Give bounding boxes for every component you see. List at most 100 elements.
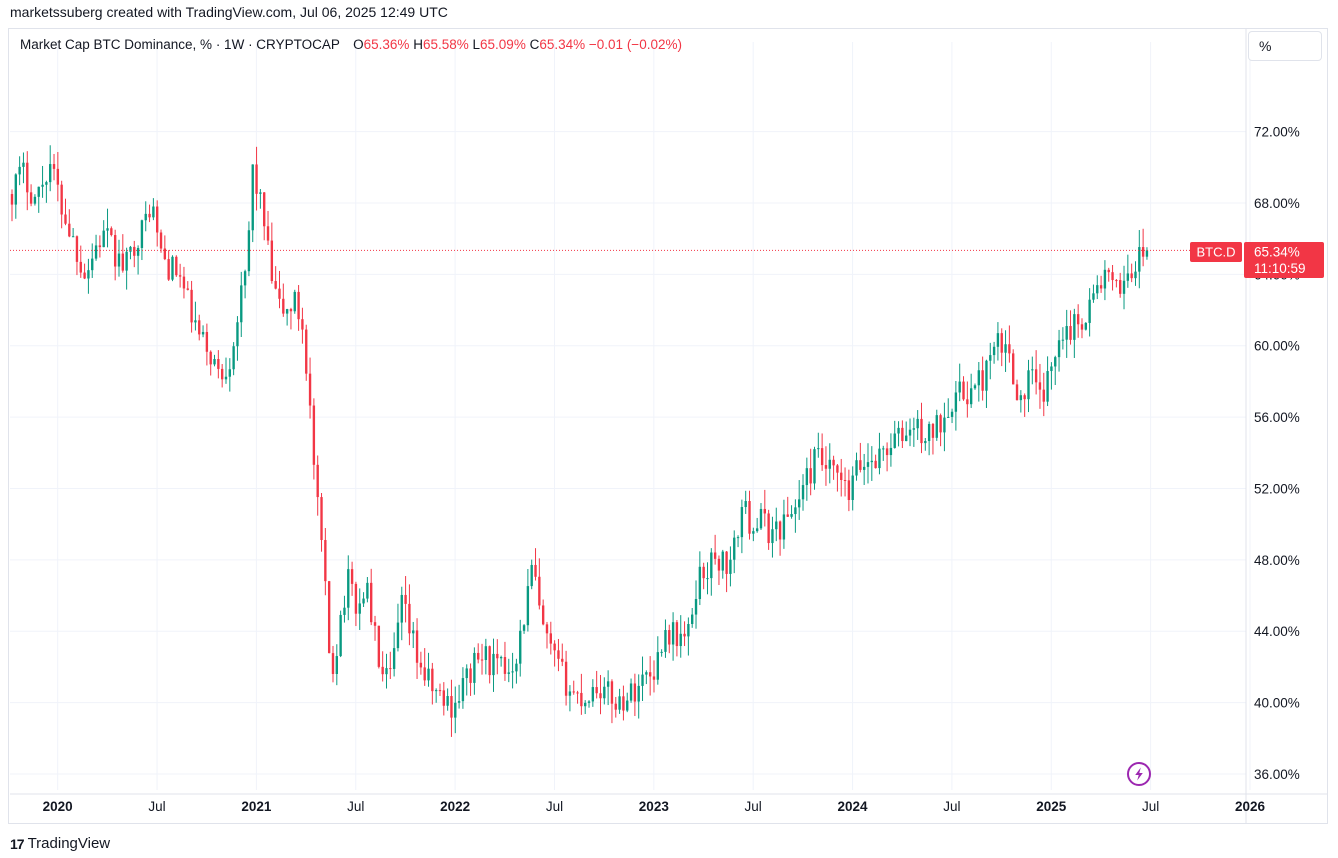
- candle-body: [931, 423, 935, 438]
- candle: [954, 380, 958, 431]
- candle-body: [335, 656, 338, 674]
- candle: [156, 200, 159, 247]
- candle: [385, 653, 388, 689]
- y-tick-label: 72.00%: [1254, 125, 1300, 140]
- candle-body: [820, 448, 824, 466]
- candle-body: [148, 213, 151, 218]
- candle-body: [691, 614, 694, 624]
- candle: [710, 548, 713, 596]
- candle-body: [618, 696, 621, 710]
- candle-body: [400, 594, 403, 623]
- candle: [989, 342, 992, 380]
- candle: [1092, 284, 1095, 303]
- candle: [305, 324, 308, 381]
- candle: [1130, 263, 1133, 283]
- candle: [775, 507, 778, 542]
- tradingview-logo[interactable]: 17 TradingView: [10, 835, 110, 852]
- y-tick-label: 40.00%: [1254, 696, 1300, 711]
- candle: [52, 153, 56, 181]
- candle-body: [213, 359, 216, 365]
- candle: [1073, 308, 1076, 358]
- candle-body: [721, 551, 724, 571]
- candle-body: [614, 703, 617, 710]
- candle: [205, 323, 209, 366]
- candle-body: [159, 232, 163, 249]
- candle-body: [26, 162, 29, 193]
- candle: [599, 674, 602, 715]
- candle-body: [308, 373, 312, 406]
- candle-body: [901, 427, 904, 442]
- candle-body: [1130, 273, 1133, 279]
- candle: [744, 490, 747, 514]
- candle: [675, 619, 679, 657]
- candle-body: [782, 514, 786, 540]
- candle-body: [1023, 395, 1026, 400]
- candle: [362, 592, 365, 608]
- candle-body: [167, 259, 170, 280]
- candle-body: [182, 276, 186, 289]
- candle: [584, 700, 587, 715]
- candle: [213, 354, 216, 367]
- candle: [1046, 356, 1049, 407]
- candle-body: [205, 331, 209, 352]
- candle: [465, 664, 468, 696]
- candle-body: [1138, 247, 1141, 272]
- candle: [496, 639, 499, 675]
- candle: [660, 649, 663, 657]
- candle-body: [530, 564, 533, 587]
- legend-close-label: C: [529, 37, 540, 52]
- candle-body: [515, 663, 518, 672]
- candle: [285, 308, 289, 326]
- candle-body: [1065, 326, 1068, 340]
- candle: [893, 420, 896, 449]
- candle-body: [22, 162, 25, 167]
- candle: [847, 469, 851, 512]
- candle: [1076, 304, 1080, 338]
- candle: [568, 685, 572, 712]
- candle: [656, 636, 659, 685]
- percent-scale-button[interactable]: %: [1248, 31, 1322, 61]
- candle-body: [484, 646, 488, 660]
- candle: [645, 670, 648, 685]
- candle: [1069, 310, 1072, 345]
- candle: [400, 586, 403, 641]
- candle-body: [840, 472, 843, 481]
- candle: [885, 442, 889, 472]
- candle: [293, 289, 296, 314]
- candle-body: [289, 309, 293, 312]
- candle-body: [610, 681, 614, 704]
- candle-body: [675, 622, 679, 647]
- candle: [423, 648, 426, 686]
- candle-body: [282, 298, 285, 314]
- candle: [259, 188, 262, 209]
- candle-body: [870, 460, 873, 463]
- x-tick-label: 2022: [440, 799, 470, 814]
- candle-body: [370, 582, 373, 623]
- candle-body: [224, 376, 228, 380]
- candle-body: [828, 459, 831, 469]
- x-tick-label: 2025: [1036, 799, 1067, 814]
- candle-body: [465, 668, 468, 679]
- candle: [232, 342, 235, 376]
- candle: [771, 516, 774, 558]
- candle-body: [916, 418, 919, 429]
- candle-body: [576, 692, 579, 694]
- lightning-icon[interactable]: [1127, 762, 1151, 786]
- candle: [190, 280, 193, 333]
- candle: [729, 546, 732, 587]
- candle-body: [1126, 273, 1130, 281]
- candle: [977, 362, 980, 402]
- candle: [882, 445, 885, 461]
- candle: [49, 145, 52, 192]
- candle-body: [442, 690, 445, 706]
- y-tick-label: 36.00%: [1254, 767, 1300, 782]
- candle-body: [824, 465, 828, 469]
- candle: [98, 235, 102, 258]
- candle: [389, 651, 392, 680]
- candle-body: [580, 692, 583, 707]
- candle: [366, 577, 369, 603]
- candle: [916, 410, 919, 440]
- candle-body: [236, 322, 239, 347]
- candle: [679, 615, 682, 658]
